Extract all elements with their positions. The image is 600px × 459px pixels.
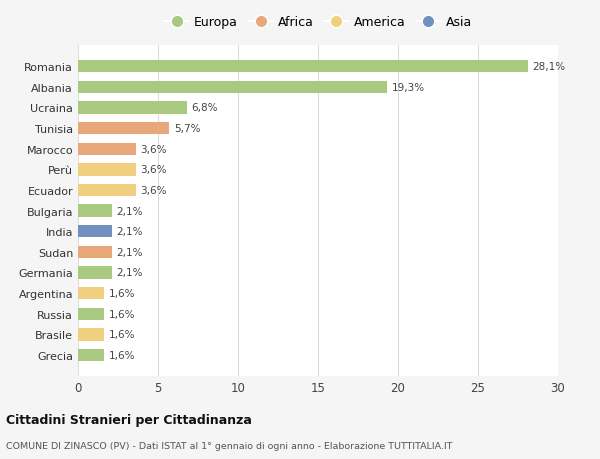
- Text: COMUNE DI ZINASCO (PV) - Dati ISTAT al 1° gennaio di ogni anno - Elaborazione TU: COMUNE DI ZINASCO (PV) - Dati ISTAT al 1…: [6, 441, 452, 450]
- Text: 2,1%: 2,1%: [116, 268, 143, 278]
- Text: 2,1%: 2,1%: [116, 247, 143, 257]
- Bar: [78, 205, 112, 217]
- Bar: [78, 185, 136, 197]
- Legend: Europa, Africa, America, Asia: Europa, Africa, America, Asia: [160, 12, 476, 33]
- Text: 5,7%: 5,7%: [174, 124, 200, 134]
- Bar: [78, 349, 104, 361]
- Bar: [78, 61, 527, 73]
- Text: Cittadini Stranieri per Cittadinanza: Cittadini Stranieri per Cittadinanza: [6, 413, 252, 426]
- Bar: [78, 287, 104, 300]
- Bar: [78, 82, 387, 94]
- Bar: [78, 143, 136, 156]
- Bar: [78, 308, 104, 320]
- Text: 1,6%: 1,6%: [109, 288, 135, 298]
- Bar: [78, 329, 104, 341]
- Text: 6,8%: 6,8%: [191, 103, 218, 113]
- Text: 3,6%: 3,6%: [140, 185, 167, 196]
- Text: 2,1%: 2,1%: [116, 206, 143, 216]
- Text: 2,1%: 2,1%: [116, 227, 143, 237]
- Bar: [78, 267, 112, 279]
- Text: 3,6%: 3,6%: [140, 145, 167, 154]
- Bar: [78, 123, 169, 135]
- Text: 1,6%: 1,6%: [109, 330, 135, 340]
- Bar: [78, 225, 112, 238]
- Bar: [78, 246, 112, 258]
- Text: 3,6%: 3,6%: [140, 165, 167, 175]
- Bar: [78, 164, 136, 176]
- Text: 19,3%: 19,3%: [392, 83, 425, 93]
- Text: 28,1%: 28,1%: [532, 62, 566, 72]
- Text: 1,6%: 1,6%: [109, 350, 135, 360]
- Bar: [78, 102, 187, 114]
- Text: 1,6%: 1,6%: [109, 309, 135, 319]
